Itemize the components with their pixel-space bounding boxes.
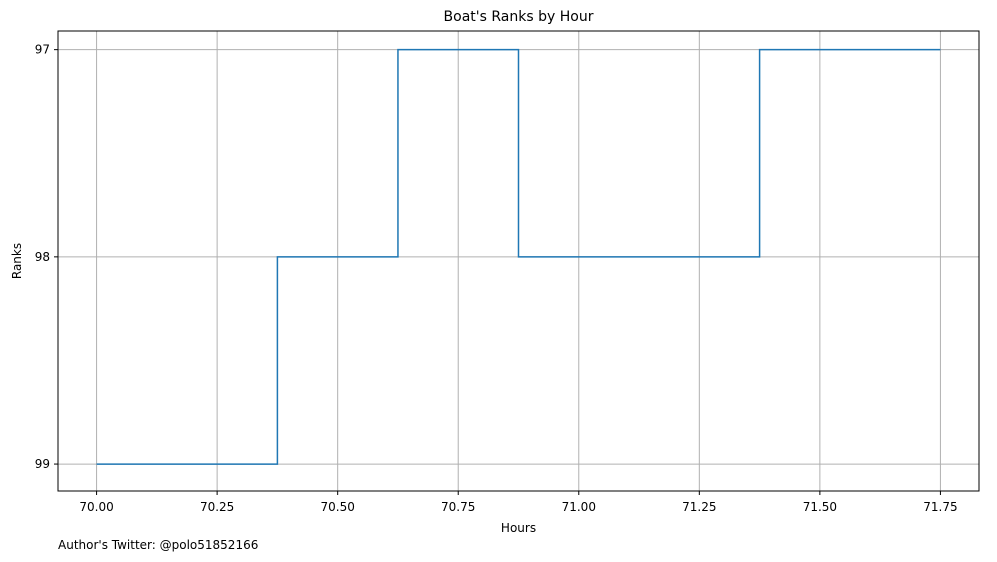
ticks: 70.00 70.25 70.50 70.75 71.00 71.25 71.50 71.75… <box>35 43 958 514</box>
x-tick-label: 71.25 <box>682 500 716 514</box>
x-tick-label: 70.25 <box>200 500 234 514</box>
y-tick-label: 97 <box>35 43 50 57</box>
x-tick-label: 70.75 <box>441 500 475 514</box>
chart-title: Boat's Ranks by Hour <box>444 9 594 25</box>
x-tick-label: 71.50 <box>803 500 837 514</box>
y-tick-label: 98 <box>35 250 50 264</box>
y-tick-label: 99 <box>35 457 50 471</box>
x-tick-label: 70.00 <box>79 500 113 514</box>
author-credit: Author's Twitter: @polo51852166 <box>58 538 259 552</box>
x-tick-label: 71.75 <box>923 500 957 514</box>
y-axis-label: Ranks <box>10 243 24 279</box>
series-line <box>96 48 941 465</box>
x-tick-label: 70.50 <box>320 500 354 514</box>
x-axis-label: Hours <box>501 521 536 535</box>
plot-frame <box>57 30 980 492</box>
x-tick-label: 71.00 <box>562 500 596 514</box>
